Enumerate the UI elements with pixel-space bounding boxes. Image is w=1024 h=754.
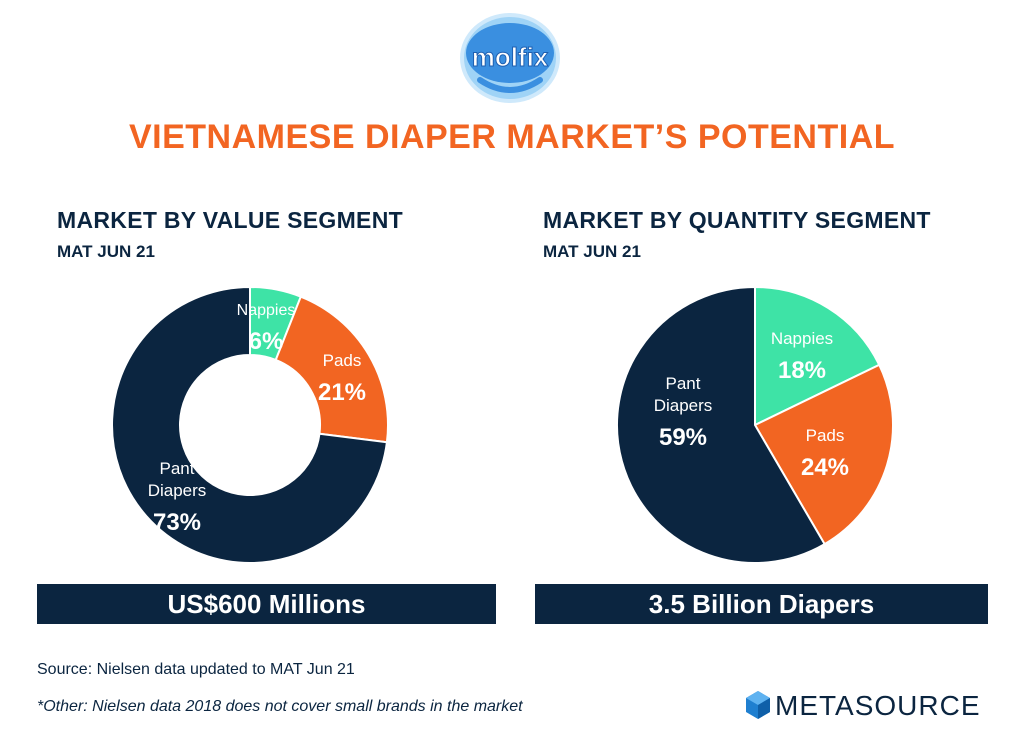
slice-value-label: 21% — [318, 379, 366, 406]
slice-value-label: 73% — [153, 509, 201, 536]
metasource-wordmark: METASOURCE — [775, 690, 981, 721]
slice-pant-diapers — [111, 285, 389, 564]
slice-label-pant-diapers: Pant Diapers 73% — [148, 459, 207, 536]
metasource-logo: METASOURCE — [745, 688, 1005, 722]
source-note: Source: Nielsen data updated to MAT Jun … — [37, 661, 355, 678]
slice-label-nappies: Nappies 18% — [771, 329, 833, 384]
slice-category-label: Diapers — [654, 396, 713, 415]
slice-label-nappies: Nappies 6% — [237, 302, 296, 355]
metasource-cube-icon — [746, 691, 770, 719]
slice-category-label: Nappies — [237, 302, 296, 319]
quantity-total-banner: 3.5 Billion Diapers — [535, 584, 988, 624]
slice-category-label: Nappies — [771, 329, 833, 348]
value-total-banner: US$600 Millions — [37, 584, 496, 624]
molfix-logo: molfix — [455, 8, 565, 108]
footnote: *Other: Nielsen data 2018 does not cover… — [37, 698, 523, 715]
slice-category-label: Pads — [323, 351, 362, 370]
page-title: VIETNAMESE DIAPER MARKET’S POTENTIAL — [128, 118, 896, 156]
quantity-chart-subtitle: MAT JUN 21 — [543, 242, 641, 261]
value-chart-subtitle: MAT JUN 21 — [57, 242, 155, 261]
quantity-segment-pie-chart: Nappies 18% Pads 24% Pant Diapers 59% — [616, 285, 894, 564]
slice-value-label: 6% — [249, 328, 284, 355]
value-chart-title: MARKET BY VALUE SEGMENT — [57, 207, 403, 233]
slice-label-pads: Pads 21% — [318, 351, 366, 406]
slice-nappies — [754, 285, 881, 427]
slice-value-label: 59% — [659, 424, 707, 451]
slice-category-label: Pant — [666, 374, 701, 393]
quantity-chart-title: MARKET BY QUANTITY SEGMENT — [543, 207, 931, 233]
slice-pant-diapers — [616, 285, 826, 564]
slice-category-label: Diapers — [148, 481, 207, 500]
slice-pads — [753, 363, 894, 546]
slice-category-label: Pant — [160, 459, 195, 478]
slice-value-label: 18% — [778, 357, 826, 384]
value-segment-donut-chart: Nappies 6% Pads 21% Pant Diapers 73% — [111, 285, 389, 564]
slice-label-pant-diapers: Pant Diapers 59% — [654, 374, 713, 451]
slice-value-label: 24% — [801, 454, 849, 481]
slice-pads — [274, 295, 389, 444]
slice-label-pads: Pads 24% — [801, 426, 849, 481]
slice-category-label: Pads — [806, 426, 845, 445]
logo-wordmark: molfix — [472, 42, 549, 72]
